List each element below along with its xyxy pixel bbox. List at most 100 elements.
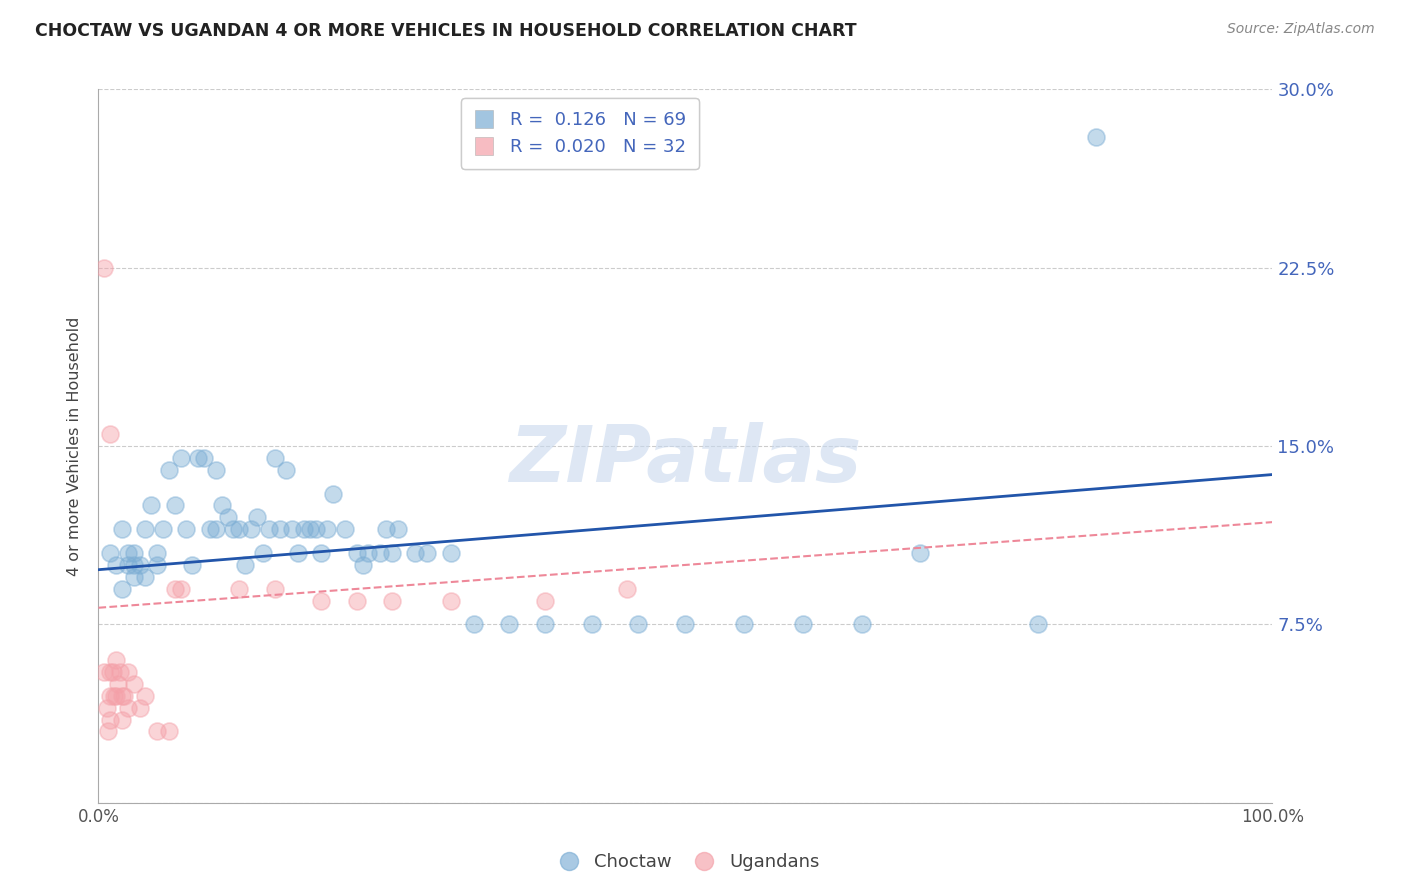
Point [1026,617,1049,632]
Point [122,558,145,572]
Point [228,522,250,536]
Point [122,570,145,584]
Point [304,522,326,536]
Point [276,463,298,477]
Point [440,546,463,560]
Point [146,546,169,560]
Y-axis label: 4 or more Vehicles in Household: 4 or more Vehicles in Household [67,317,83,575]
Point [851,617,873,632]
Point [298,522,321,536]
Point [440,593,463,607]
Point [233,558,256,572]
Point [404,546,426,560]
Point [176,522,198,536]
Point [533,617,555,632]
Point [675,617,697,632]
Point [163,499,186,513]
Point [163,582,186,596]
Point [1085,129,1108,144]
Point [346,593,368,607]
Point [117,558,139,572]
Point [134,689,156,703]
Point [128,558,150,572]
Point [217,510,239,524]
Point [263,582,285,596]
Point [316,522,339,536]
Point [117,700,139,714]
Point [187,450,209,465]
Point [152,522,174,536]
Point [96,700,118,714]
Point [93,260,115,275]
Point [93,665,115,679]
Point [240,522,263,536]
Point [311,593,333,607]
Point [169,450,191,465]
Point [292,522,315,536]
Point [117,665,139,679]
Point [627,617,650,632]
Point [122,546,145,560]
Point [111,713,134,727]
Legend: Choctaw, Ugandans: Choctaw, Ugandans [551,847,827,879]
Point [281,522,304,536]
Point [157,463,180,477]
Point [205,522,228,536]
Point [134,570,156,584]
Point [252,546,274,560]
Point [257,522,280,536]
Point [105,689,128,703]
Point [416,546,439,560]
Point [193,450,215,465]
Point [141,499,163,513]
Point [101,665,124,679]
Point [205,463,228,477]
Point [352,558,374,572]
Point [98,689,121,703]
Point [463,617,485,632]
Point [269,522,291,536]
Point [228,582,250,596]
Point [533,593,555,607]
Point [157,724,180,739]
Point [357,546,380,560]
Point [375,522,398,536]
Point [498,617,520,632]
Point [346,546,368,560]
Point [112,689,135,703]
Point [211,499,233,513]
Point [333,522,356,536]
Point [98,713,121,727]
Point [198,522,221,536]
Point [792,617,814,632]
Point [98,427,121,442]
Point [387,522,409,536]
Point [105,653,128,667]
Text: Source: ZipAtlas.com: Source: ZipAtlas.com [1227,22,1375,37]
Point [108,665,131,679]
Point [117,546,139,560]
Point [733,617,755,632]
Point [128,700,150,714]
Point [103,689,125,703]
Point [111,522,134,536]
Text: ZIPatlas: ZIPatlas [509,422,862,499]
Text: CHOCTAW VS UGANDAN 4 OR MORE VEHICLES IN HOUSEHOLD CORRELATION CHART: CHOCTAW VS UGANDAN 4 OR MORE VEHICLES IN… [35,22,856,40]
Point [111,689,134,703]
Point [111,582,134,596]
Point [146,724,169,739]
Point [381,546,404,560]
Point [222,522,245,536]
Legend: R =  0.126   N = 69, R =  0.020   N = 32: R = 0.126 N = 69, R = 0.020 N = 32 [461,98,699,169]
Point [169,582,191,596]
Point [105,558,128,572]
Point [246,510,269,524]
Point [910,546,932,560]
Point [616,582,638,596]
Point [322,486,344,500]
Point [581,617,603,632]
Point [146,558,169,572]
Point [122,677,145,691]
Point [381,593,404,607]
Point [311,546,333,560]
